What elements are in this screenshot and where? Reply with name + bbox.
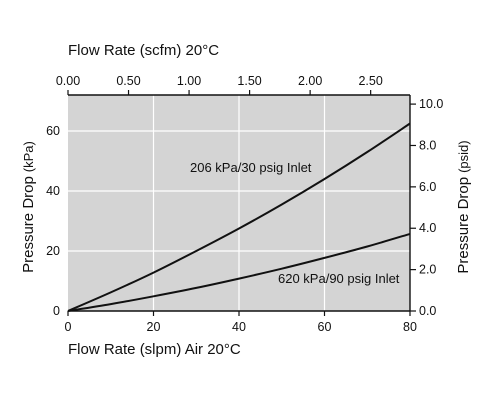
series-label-206kpa: 206 kPa/30 psig Inlet xyxy=(190,160,312,175)
right-y-tick-label: 10.0 xyxy=(419,97,443,111)
left-y-axis-title-main: Pressure Drop xyxy=(20,176,37,273)
right-y-tick-label: 4.0 xyxy=(419,221,436,235)
right-y-tick-label: 2.0 xyxy=(419,263,436,277)
left-y-tick-label: 40 xyxy=(46,184,60,198)
top-x-tick-label: 0.00 xyxy=(56,74,80,88)
right-y-tick-label: 6.0 xyxy=(419,180,436,194)
series-line-0 xyxy=(67,122,411,312)
top-x-tick-label: 0.50 xyxy=(116,74,140,88)
bottom-x-tick-label: 0 xyxy=(65,320,72,334)
top-x-tick-label: 2.00 xyxy=(298,74,322,88)
bottom-x-axis-title: Flow Rate (slpm) Air 20°C xyxy=(68,341,241,358)
left-y-axis-title: Pressure Drop (kPa) xyxy=(20,141,37,273)
right-y-axis-title-unit: (psid) xyxy=(456,140,471,173)
top-x-axis-title: Flow Rate (scfm) 20°C xyxy=(68,42,219,59)
top-x-tick-label: 1.00 xyxy=(177,74,201,88)
series-line-1 xyxy=(67,232,411,312)
bottom-x-tick-label: 80 xyxy=(403,320,417,334)
left-y-tick-label: 0 xyxy=(53,304,60,318)
top-x-tick-label: 1.50 xyxy=(237,74,261,88)
data-series xyxy=(67,122,411,312)
right-y-tick-label: 0.0 xyxy=(419,304,436,318)
top-x-tick-label: 2.50 xyxy=(358,74,382,88)
axes: 0 20 40 60 80 0.00 0.50 1.00 1.50 2.00 2.50 0 20 40 60… xyxy=(46,74,443,334)
right-y-tick-label: 8.0 xyxy=(419,138,436,152)
right-y-axis-title-main: Pressure Drop xyxy=(455,177,472,274)
left-y-axis-title-unit: (kPa) xyxy=(21,141,36,172)
bottom-x-tick-label: 20 xyxy=(147,320,161,334)
bottom-x-tick-label: 40 xyxy=(232,320,246,334)
left-y-tick-label: 20 xyxy=(46,244,60,258)
right-y-axis-title: Pressure Drop (psid) xyxy=(455,140,472,273)
series-label-620kpa: 620 kPa/90 psig Inlet xyxy=(278,271,400,286)
left-y-tick-label: 60 xyxy=(46,124,60,138)
grid-lines xyxy=(68,95,410,311)
bottom-x-tick-label: 60 xyxy=(318,320,332,334)
